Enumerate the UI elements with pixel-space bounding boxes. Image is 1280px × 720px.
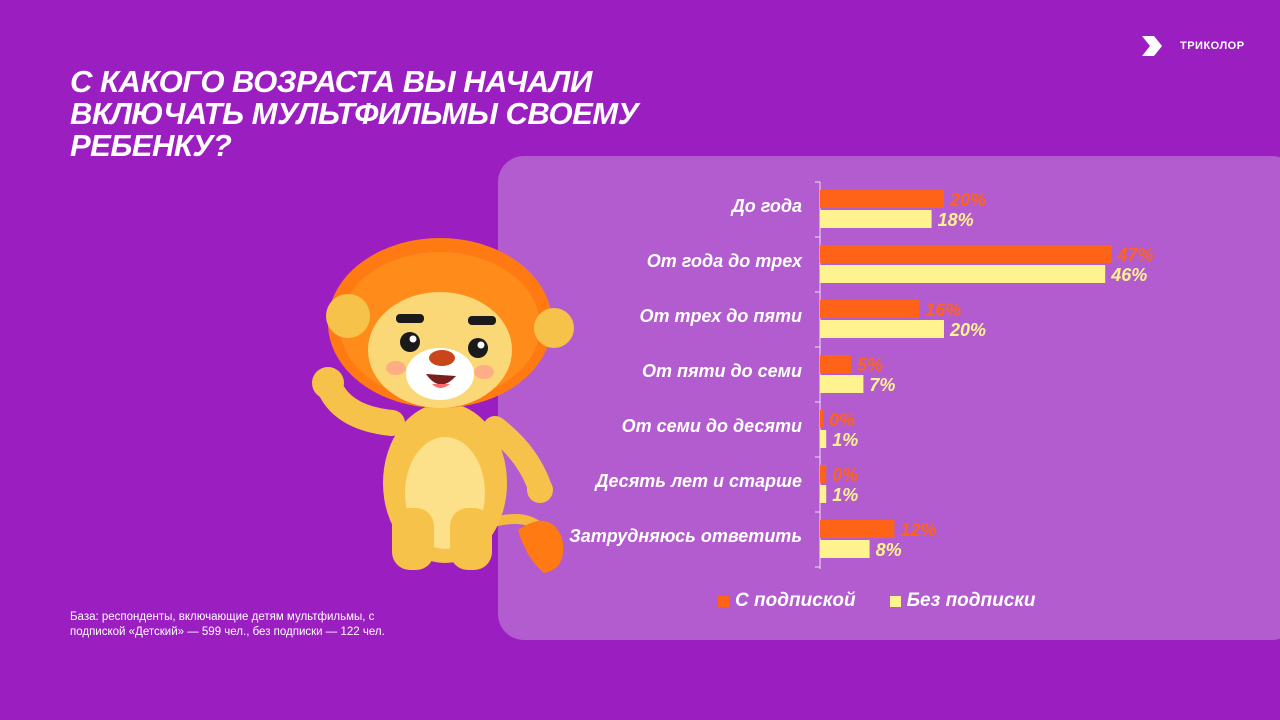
bar-with-subscription (820, 245, 1112, 263)
data-label-without-subscription: 46% (1110, 265, 1147, 285)
legend-item-with-subscription: С подпиской (718, 590, 856, 612)
tricolor-logo: ТРИКОЛОР (1142, 34, 1245, 58)
bar-with-subscription (820, 410, 823, 428)
bar-with-subscription (820, 355, 851, 373)
bar-without-subscription (820, 485, 827, 503)
bar-without-subscription (820, 375, 864, 393)
data-label-with-subscription: 16% (925, 300, 961, 320)
page-title: С КАКОГО ВОЗРАСТА ВЫ НАЧАЛИ ВКЛЮЧАТЬ МУЛ… (70, 64, 639, 163)
data-label-with-subscription: 47% (1116, 245, 1153, 265)
category-label: До года (730, 196, 802, 216)
category-label: От пяти до семи (642, 361, 802, 381)
chart-legend: С подпиской Без подписки (718, 590, 1036, 612)
bar-with-subscription (820, 300, 920, 318)
tricolor-logo-text: ТРИКОЛОР (1180, 40, 1245, 52)
data-label-without-subscription: 18% (938, 210, 974, 230)
bar-with-subscription (820, 520, 895, 538)
lion-mascot-illustration (312, 238, 574, 573)
tricolor-logo-icon (1142, 36, 1162, 56)
chart-panel (498, 156, 1280, 640)
legend-item-without-subscription: Без подписки (889, 590, 1036, 612)
data-label-with-subscription: 0% (829, 410, 855, 430)
legend-label-without-subscription: Без подписки (906, 590, 1036, 611)
legend-label-with-subscription: С подпиской (735, 590, 856, 611)
category-label: От трех до пяти (639, 306, 802, 326)
category-label: Десять лет и старше (593, 471, 802, 491)
bar-without-subscription (820, 210, 932, 228)
data-label-without-subscription: 8% (876, 540, 902, 560)
bar-with-subscription (820, 190, 944, 208)
footnote: База: респонденты, включающие детям муль… (70, 611, 385, 638)
data-label-with-subscription: 12% (900, 520, 936, 540)
data-label-without-subscription: 20% (949, 320, 986, 340)
bar-with-subscription (820, 465, 827, 483)
data-label-with-subscription: 20% (949, 190, 986, 210)
data-label-without-subscription: 1% (832, 430, 858, 450)
category-label: Затрудняюсь ответить (569, 526, 802, 546)
data-label-without-subscription: 1% (832, 485, 858, 505)
legend-swatch-without-subscription (889, 595, 901, 607)
bar-without-subscription (820, 540, 870, 558)
data-label-with-subscription: 0% (832, 465, 858, 485)
data-label-with-subscription: 5% (857, 355, 883, 375)
legend-swatch-with-subscription (718, 595, 729, 607)
bar-without-subscription (820, 265, 1106, 283)
category-label: От года до трех (647, 251, 803, 271)
bar-without-subscription (820, 430, 827, 448)
data-label-without-subscription: 7% (869, 375, 895, 395)
bar-without-subscription (820, 320, 944, 338)
category-label: От семи до десяти (622, 416, 802, 436)
